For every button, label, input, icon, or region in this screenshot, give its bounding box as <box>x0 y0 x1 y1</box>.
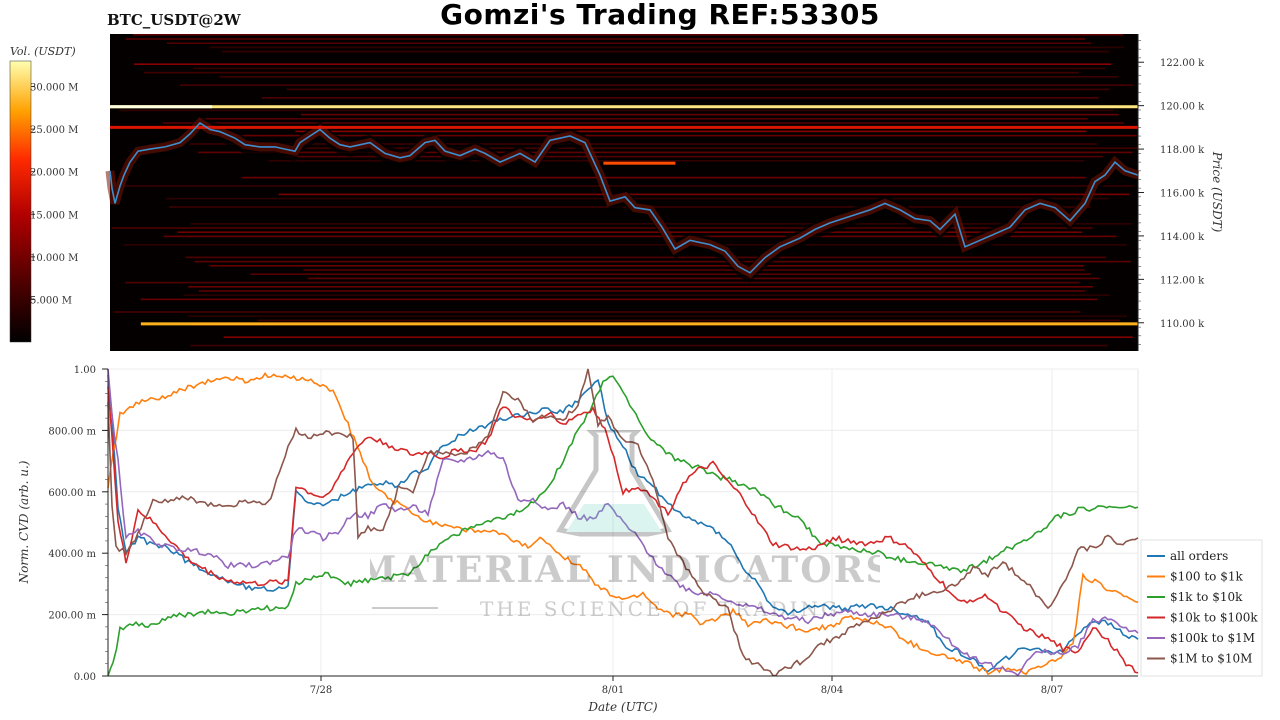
pair-label: BTC_USDT@2W <box>107 11 241 29</box>
legend-label: $100k to $1M <box>1170 631 1255 645</box>
cvd-tick-label: 200.00 m <box>48 611 96 622</box>
heatmap-depth-row <box>250 273 1091 275</box>
heatmap-depth-row <box>188 286 1093 288</box>
price-tick-label: 118.00 k <box>1160 145 1205 156</box>
colorbar-label: Vol. (USDT) <box>10 45 76 58</box>
heatmap-depth-row <box>257 319 1120 322</box>
chart-title: Gomzi's Trading REF:53305 <box>440 0 880 31</box>
legend-label: all orders <box>1170 549 1228 563</box>
colorbar-tick-label: 15.000 M <box>30 210 78 221</box>
heatmap-depth-row <box>198 290 1086 292</box>
heatmap-depth-row <box>286 88 1110 91</box>
heatmap-depth-row <box>303 269 1085 271</box>
legend-label: $1k to $10k <box>1170 590 1243 604</box>
legend-label: $100 to $1k <box>1170 570 1243 584</box>
price-line <box>109 121 1139 274</box>
colorbar-tick-label: 20.000 M <box>30 168 78 179</box>
cvd-line-chart: 1.00 800.00 m 600.00 m 400.00 m 200.00 m 0.00… <box>17 365 1263 714</box>
heatmap-depth-row <box>190 344 1108 347</box>
price-tick-label: 112.00 k <box>1160 275 1205 286</box>
cvd-tick-label: 400.00 m <box>48 549 96 560</box>
heatmap-depth-row <box>209 265 1084 267</box>
price-tick-label: 116.00 k <box>1160 189 1205 200</box>
heatmap-depth-row <box>295 130 1087 133</box>
heatmap-depth-row <box>187 315 1127 317</box>
heatmap-depth-row <box>123 244 1127 246</box>
heatmap-depth-row <box>198 151 1133 154</box>
cvd-series-line <box>107 368 1139 677</box>
heatmap-depth-row <box>188 143 1097 145</box>
colorbar-tick-label: 10.000 M <box>30 253 78 264</box>
cvd-tick-label: 1.00 <box>74 365 96 376</box>
price-tick-label: 114.00 k <box>1160 232 1205 243</box>
cvd-tick-label: 0.00 <box>74 672 96 683</box>
heatmap-depth-row <box>177 231 1083 233</box>
heatmap-depth-row <box>193 67 1105 70</box>
heatmap-depth-row <box>194 260 1131 263</box>
heatmap-depth-row <box>165 197 1109 200</box>
heatmap-depth-row <box>197 118 1088 120</box>
heatmap-depth-row <box>183 294 1110 296</box>
cvd-series-line <box>107 375 1139 673</box>
date-tick-label: 8/01 <box>602 685 624 696</box>
heatmap-depth-row <box>278 193 1130 196</box>
heatmap-depth-row <box>125 38 1086 40</box>
price-heatmap-chart: Vol. (USDT) 30.000 M 25.000 M 20.000 M 15.0… <box>9 34 1224 351</box>
date-tick-label: 8/04 <box>821 685 843 696</box>
price-tick-label: 120.00 k <box>1160 102 1205 113</box>
heatmap-depth-row <box>301 147 1138 149</box>
liquidity-band-peak <box>110 105 212 109</box>
heatmap-depth-row <box>268 160 1085 162</box>
colorbar-tick-label: 30.000 M <box>30 83 78 94</box>
heatmap-depth-row <box>220 134 1137 137</box>
heatmap-depth-row <box>301 113 1119 116</box>
cvd-series-line <box>107 372 1139 676</box>
cvd-series-line <box>107 375 1139 677</box>
heatmap-depth-row <box>284 155 1103 158</box>
price-axis-label: Price (USDT) <box>1210 151 1224 233</box>
price-tick-label: 110.00 k <box>1160 319 1205 330</box>
legend-label: $10k to $100k <box>1170 611 1258 625</box>
heatmap-depth-row <box>242 176 1086 179</box>
heatmap-depth-row <box>209 46 1124 49</box>
liquidity-band <box>110 125 1138 129</box>
heatmap-depth-row <box>166 42 1092 44</box>
date-tick-label: 8/07 <box>1041 685 1063 696</box>
heatmap-depth-row <box>163 235 1117 238</box>
cvd-axis-label: Norm. CVD (arb. u.) <box>17 460 31 584</box>
heatmap-depth-row <box>117 185 1134 187</box>
heatmap-depth-row <box>134 63 1112 65</box>
heatmap-depth-row <box>140 298 1098 301</box>
colorbar-tick-label: 25.000 M <box>30 125 78 136</box>
heatmap-depth-row <box>111 227 1093 229</box>
heatmap-depth-row <box>219 76 1119 78</box>
heatmap-depth-row <box>125 281 1080 284</box>
heatmap-depth-row <box>114 311 1081 313</box>
heatmap-depth-row <box>223 336 1133 338</box>
colorbar-tick-label: 5.000 M <box>30 295 72 306</box>
cvd-tick-label: 800.00 m <box>48 426 96 437</box>
legend: all orders $100 to $1k $1k to $10k $10k to … <box>1140 539 1263 677</box>
heatmap-depth-row <box>119 109 1114 112</box>
date-tick-label: 7/28 <box>310 685 332 696</box>
heatmap-depth-row <box>162 122 1124 124</box>
cvd-series-line <box>107 386 1139 674</box>
heatmap-depth-row <box>185 256 1106 259</box>
cvd-plot-area <box>107 368 1139 677</box>
heatmap-depth-row <box>222 50 1109 53</box>
price-tick-label: 122.00 k <box>1160 58 1205 69</box>
cvd-series-line <box>107 368 1139 677</box>
date-axis-label: Date (UTC) <box>587 700 657 714</box>
liquidity-band <box>110 105 1138 109</box>
heatmap-depth-row <box>307 277 1100 280</box>
legend-label: $1M to $10M <box>1170 652 1252 666</box>
colorbar <box>9 60 32 343</box>
heatmap-depth-row <box>144 71 1079 74</box>
heatmap-depth-row <box>261 97 1099 99</box>
cvd-tick-label: 600.00 m <box>48 488 96 499</box>
heatmap-depth-row <box>180 84 1134 86</box>
heatmap-depth-row <box>133 34 1124 36</box>
liquidity-band <box>140 322 1139 326</box>
liquidity-band <box>603 161 676 165</box>
